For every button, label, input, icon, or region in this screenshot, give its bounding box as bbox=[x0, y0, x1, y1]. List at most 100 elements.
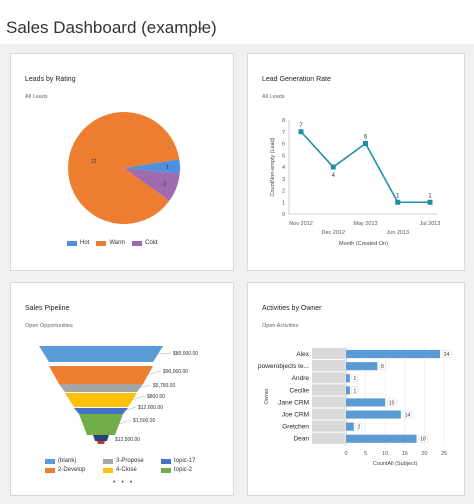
legend-swatch bbox=[67, 240, 77, 246]
bar[interactable] bbox=[346, 410, 401, 419]
pie-data-label: 21 bbox=[91, 159, 97, 165]
x-tick-label: 0 bbox=[344, 451, 347, 457]
funnel-stage[interactable] bbox=[79, 414, 123, 435]
legend-item[interactable]: 2-Develop bbox=[45, 467, 96, 473]
x-tick-label: Jul 2013 bbox=[420, 221, 441, 227]
data-label-box[interactable] bbox=[402, 410, 413, 419]
data-point[interactable] bbox=[427, 199, 433, 205]
pie-legend: Hot Warm Cold bbox=[67, 240, 164, 246]
data-label-box[interactable] bbox=[441, 350, 452, 358]
activities-by-owner-card[interactable]: Activities by Owner Open Activities 0 5 10… bbox=[247, 282, 465, 496]
data-point[interactable] bbox=[330, 164, 336, 170]
pie-slice-warm[interactable] bbox=[68, 112, 180, 225]
bar[interactable] bbox=[346, 422, 354, 431]
funnel-stage[interactable] bbox=[65, 393, 137, 407]
x-tick-label: 20 bbox=[421, 451, 427, 457]
y-tick-label: 0 bbox=[282, 212, 285, 218]
bar[interactable] bbox=[346, 398, 386, 407]
category-label-bg[interactable] bbox=[312, 372, 345, 384]
data-label: 24 bbox=[444, 352, 450, 358]
funnel-value-label: $5,750.00 bbox=[153, 383, 175, 389]
funnel-leader-line[interactable] bbox=[145, 370, 162, 376]
y-tick-label: 4 bbox=[282, 165, 285, 171]
x-axis-title: Month (Created On) bbox=[339, 241, 388, 247]
funnel-leader-line[interactable] bbox=[116, 419, 132, 425]
category-label-bg[interactable] bbox=[312, 432, 345, 444]
chart-subtitle: All Leads bbox=[262, 94, 285, 100]
pie-slice-cold[interactable] bbox=[124, 168, 180, 201]
legend-swatch bbox=[103, 467, 113, 473]
x-tick-label: May 2013 bbox=[353, 221, 377, 227]
category-label-bg[interactable] bbox=[312, 408, 345, 420]
data-point[interactable] bbox=[363, 141, 368, 146]
legend-item-hot[interactable]: Hot bbox=[67, 240, 89, 246]
data-label-box[interactable] bbox=[386, 398, 397, 407]
dashboard-title[interactable]: Sales Dashboard (example) bbox=[6, 18, 217, 37]
lead-generation-rate-card[interactable]: Lead Generation Rate All Leads 0 1 2 3 4 5 6 7 8… bbox=[247, 53, 465, 271]
legend-item-cold[interactable]: Cold bbox=[132, 240, 157, 246]
pie-data-label: 1 bbox=[166, 165, 169, 171]
category-label-bg[interactable] bbox=[312, 360, 345, 372]
category-label-bg[interactable] bbox=[312, 384, 345, 396]
category-label-bg[interactable] bbox=[312, 420, 345, 432]
category-label: Jane CRM bbox=[278, 399, 309, 406]
data-label-box[interactable] bbox=[379, 362, 386, 370]
category-label-bg[interactable] bbox=[312, 396, 345, 408]
legend-label: Hot bbox=[80, 240, 90, 246]
funnel-stage[interactable] bbox=[49, 366, 153, 384]
legend-item[interactable]: 4-Close bbox=[103, 467, 154, 473]
category-label: Andre bbox=[292, 375, 310, 382]
legend-item[interactable]: 3-Propose bbox=[103, 458, 154, 464]
funnel-stage[interactable] bbox=[93, 435, 109, 441]
y-tick-label: 2 bbox=[282, 189, 285, 195]
category-label: Cecilie bbox=[289, 387, 309, 394]
category-label-bg[interactable] bbox=[312, 348, 345, 360]
legend-item[interactable]: topic-2 bbox=[161, 467, 208, 473]
bar[interactable] bbox=[346, 350, 441, 359]
funnel-value-label: $12,500.00 bbox=[115, 437, 140, 443]
data-point[interactable] bbox=[298, 129, 304, 135]
funnel-leader-line[interactable] bbox=[155, 352, 172, 355]
pie-chart[interactable]: 1 21 2 bbox=[11, 54, 235, 272]
funnel-value-label: $12,000.00 bbox=[138, 405, 163, 411]
data-label-box[interactable] bbox=[351, 374, 359, 382]
chart-title: Sales Pipeline bbox=[25, 305, 70, 312]
bar[interactable] bbox=[346, 434, 417, 443]
funnel-leader-line[interactable] bbox=[137, 384, 152, 389]
y-axis-title: CountNon-empty (Lead) bbox=[270, 137, 276, 196]
funnel-chart[interactable]: $80,000.00 $90,000.00 $5,750.00 $800.00 $12,… bbox=[11, 283, 235, 497]
legend-item-warm[interactable]: Warm bbox=[96, 240, 125, 246]
chevron-down-icon[interactable]: ⌄ bbox=[196, 22, 205, 33]
legend-swatch bbox=[45, 467, 55, 473]
pie-slice-hot[interactable] bbox=[124, 159, 181, 174]
bar[interactable] bbox=[346, 386, 350, 395]
data-label: 14 bbox=[405, 413, 411, 419]
line-chart[interactable]: 0 1 2 3 4 5 6 7 8 Nov 2012 Dec 2012 May 2013 Jun 201… bbox=[248, 54, 466, 272]
x-tick-label: Dec 2012 bbox=[321, 230, 345, 236]
category-label: powerobjects te... bbox=[258, 363, 309, 370]
funnel-stage[interactable] bbox=[59, 384, 143, 392]
leads-by-rating-card[interactable]: Leads by Rating All Leads 1 21 2 Hot Warm Co… bbox=[10, 53, 234, 271]
bar-chart[interactable]: 0 5 10 15 20 25 Alex 24 powerobjects te... 8 Andre… bbox=[248, 283, 466, 497]
category-label: Alex bbox=[296, 351, 309, 358]
bar[interactable] bbox=[346, 362, 378, 371]
legend-item[interactable]: (blank) bbox=[45, 458, 96, 464]
bar[interactable] bbox=[346, 374, 350, 383]
funnel-stage[interactable] bbox=[74, 408, 128, 414]
legend-label: Warm bbox=[109, 240, 126, 246]
funnel-leader-line[interactable] bbox=[130, 395, 146, 401]
legend-swatch bbox=[132, 240, 143, 246]
data-point[interactable] bbox=[395, 199, 401, 205]
data-label-box[interactable] bbox=[355, 422, 363, 431]
legend-item[interactable]: topic-17 bbox=[161, 458, 208, 464]
sales-pipeline-card[interactable]: Sales Pipeline Open Opportunities $80,00… bbox=[10, 282, 234, 496]
data-label-box[interactable] bbox=[351, 386, 359, 395]
funnel-stage[interactable] bbox=[39, 346, 163, 362]
funnel-stage[interactable] bbox=[97, 441, 105, 444]
legend-swatch bbox=[96, 240, 107, 246]
funnel-leader-line[interactable] bbox=[123, 406, 137, 412]
data-label-box[interactable] bbox=[418, 434, 428, 443]
data-label: 2 bbox=[357, 425, 360, 431]
y-tick-label: 3 bbox=[282, 177, 285, 183]
legend-more-indicator[interactable]: • • • bbox=[113, 479, 135, 486]
